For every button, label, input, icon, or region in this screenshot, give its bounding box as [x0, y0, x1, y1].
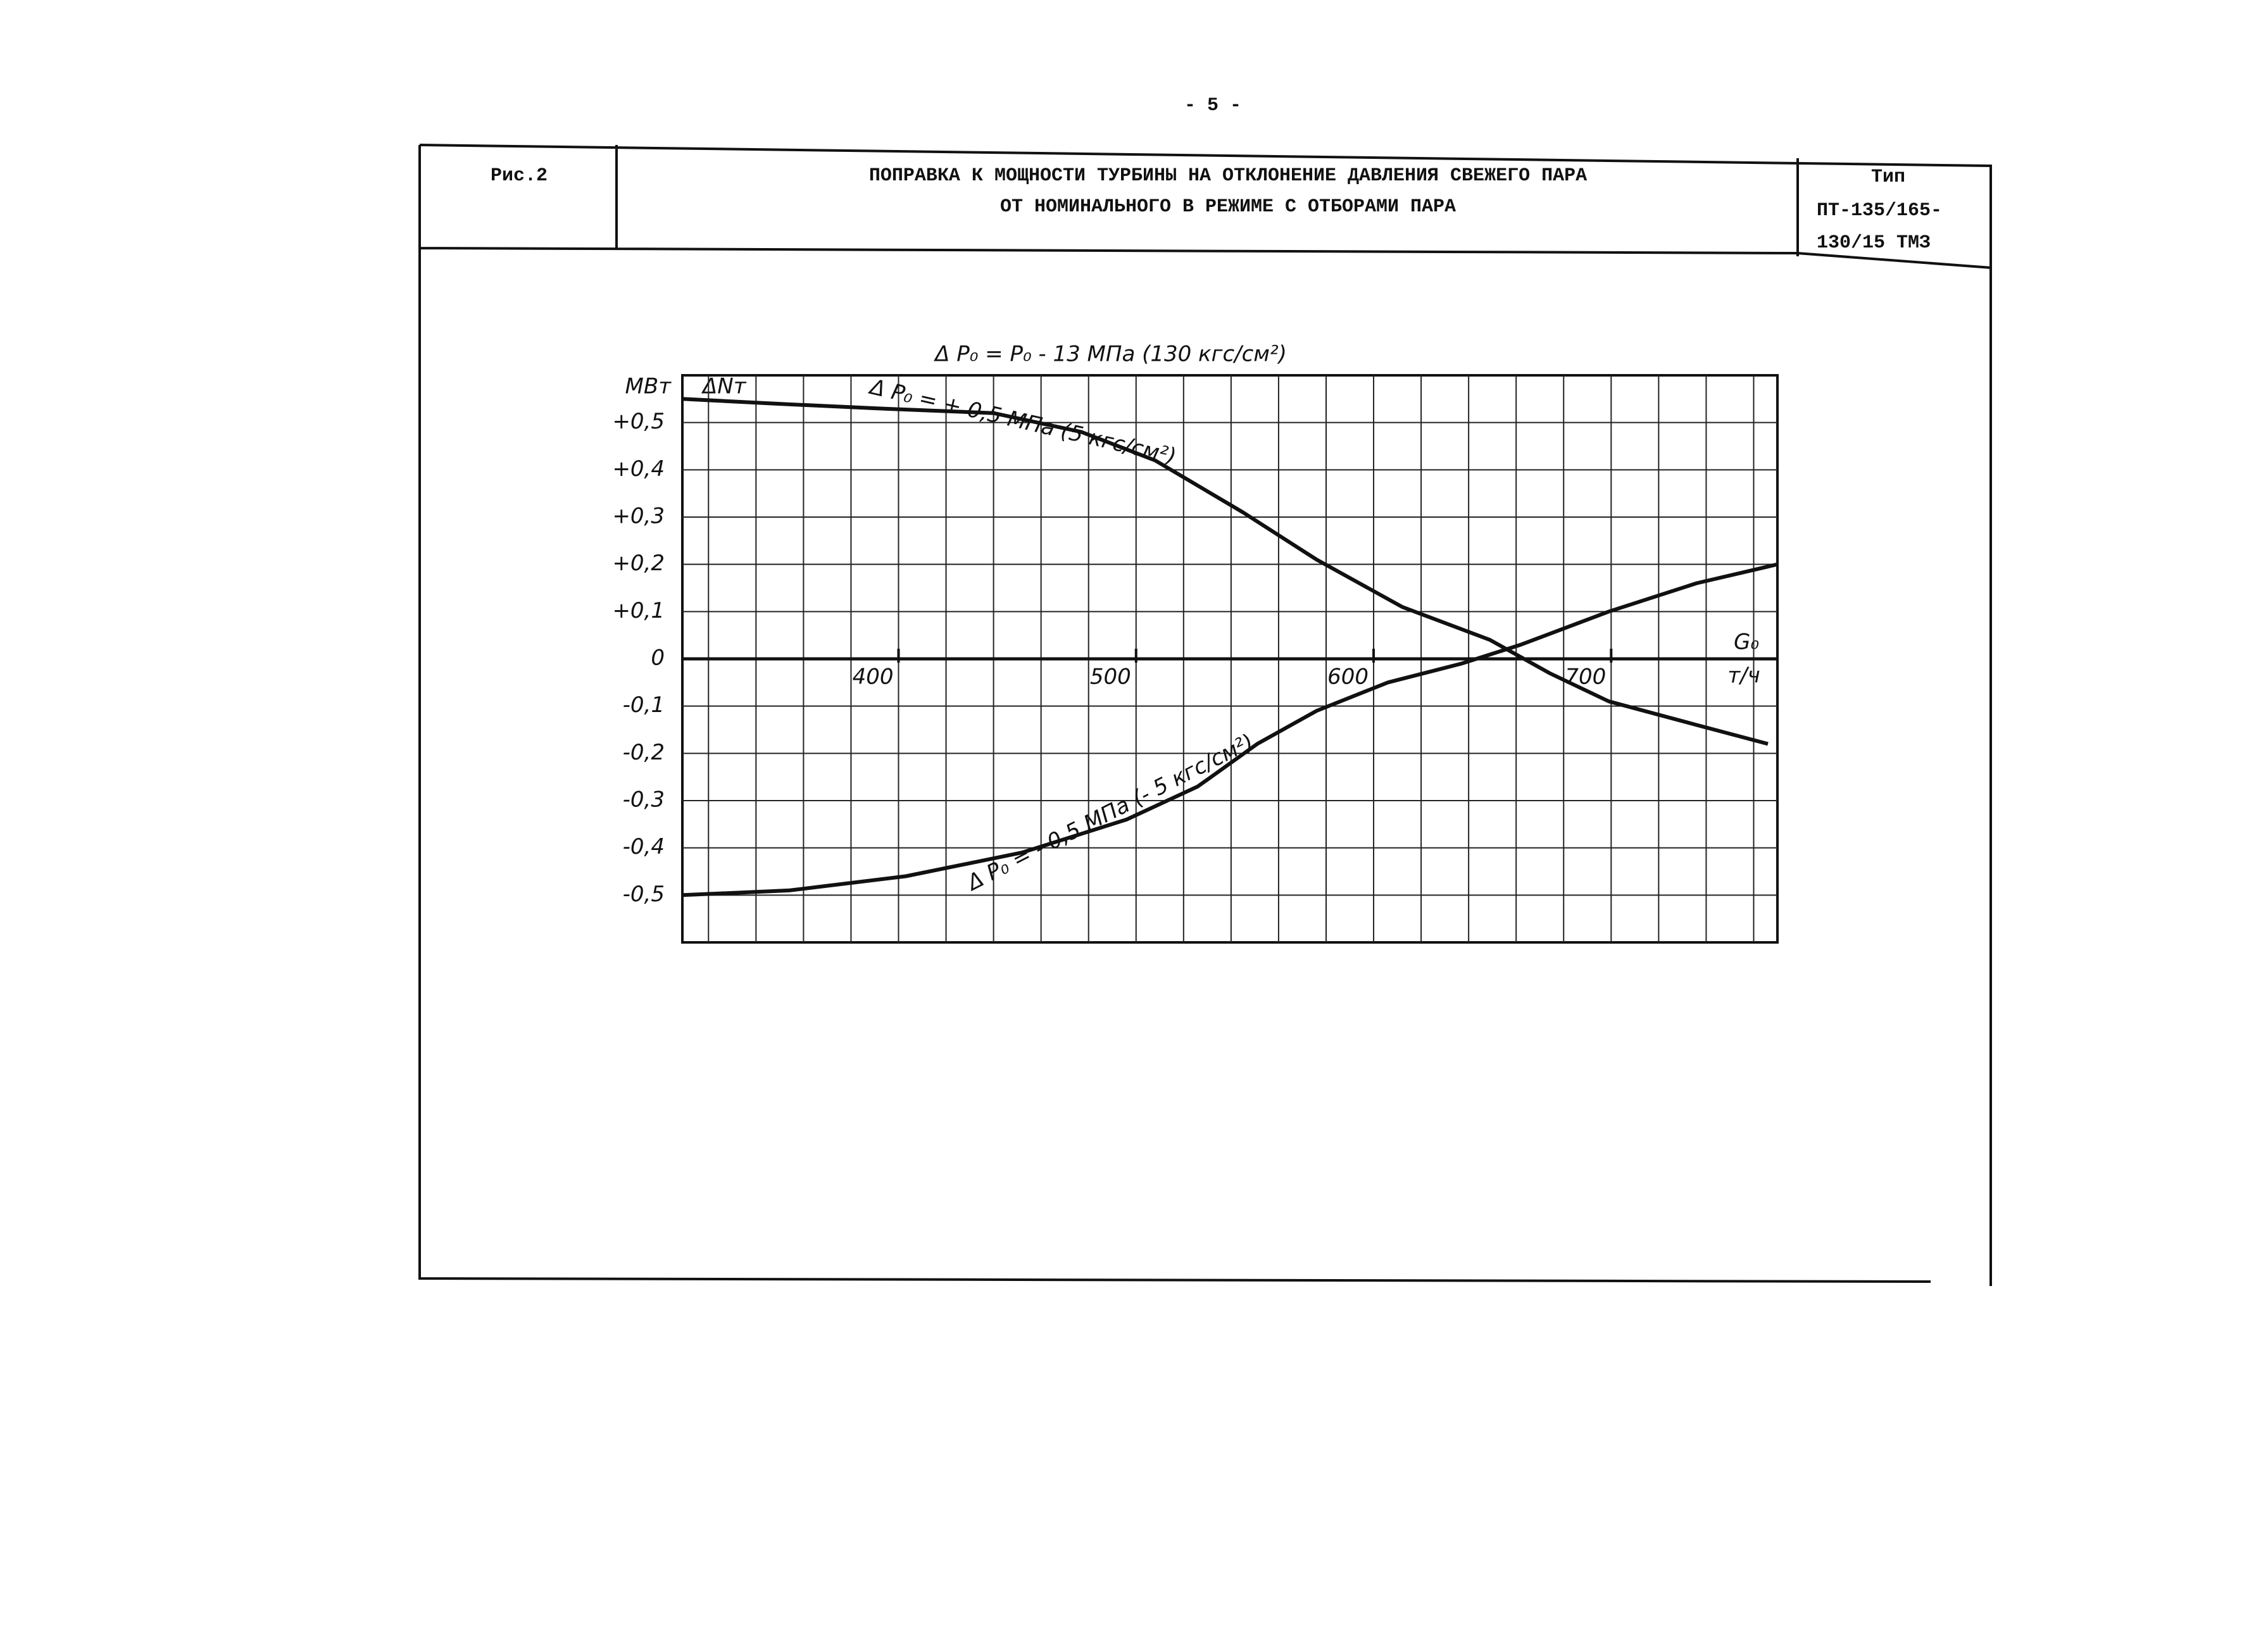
frame-lines — [418, 144, 1992, 1286]
title-line: ПОПРАВКА К МОЩНОСТИ ТУРБИНЫ НА ОТКЛОНЕНИ… — [869, 165, 1587, 187]
y-tick-label: +0,2 — [612, 551, 665, 576]
x-label: G₀ — [1734, 630, 1759, 655]
y-unit: МВт — [625, 374, 672, 399]
y-tick-label: +0,3 — [612, 504, 665, 529]
frame — [418, 144, 1992, 1286]
type-line: 130/15 ТМЗ — [1817, 232, 1931, 254]
page-number: - 5 - — [1184, 95, 1241, 116]
y-tick-label: +0,4 — [612, 456, 665, 482]
y-tick-label: +0,1 — [612, 598, 665, 623]
x-tick-label: 600 — [1327, 665, 1369, 690]
chart-title: Δ P₀ = P₀ - 13 МПа (130 кгс/см²) — [933, 342, 1287, 367]
y-tick-label: -0,2 — [623, 740, 665, 765]
title-line: ОТ НОМИНАЛЬНОГО В РЕЖИМЕ С ОТБОРАМИ ПАРА — [1000, 196, 1456, 218]
x-tick-label: 500 — [1090, 665, 1131, 690]
type-line: ПТ-135/165- — [1817, 200, 1942, 222]
y-tick-label: -0,1 — [623, 692, 665, 718]
series-line — [682, 562, 1778, 897]
series-label: Δ P₀ = + 0,5 МПа (5 кгс/см²) — [866, 374, 1179, 470]
y-tick-label: -0,4 — [623, 834, 665, 859]
type-line: Тип — [1871, 166, 1905, 188]
x-unit: т/ч — [1727, 663, 1760, 689]
y-tick-label: +0,5 — [612, 409, 665, 434]
series-line — [682, 397, 1769, 746]
series-label: Δ P₀ = - 0,5 МПа (- 5 кгс/см²) — [962, 729, 1258, 897]
x-tick-label: 400 — [853, 665, 894, 690]
y-tick-label: 0 — [651, 646, 665, 671]
y-label: ΔNт — [701, 374, 747, 399]
y-tick-label: -0,5 — [623, 882, 665, 907]
figure-label: Рис.2 — [491, 165, 548, 187]
x-tick-label: 700 — [1565, 665, 1606, 690]
y-tick-label: -0,3 — [623, 787, 665, 813]
